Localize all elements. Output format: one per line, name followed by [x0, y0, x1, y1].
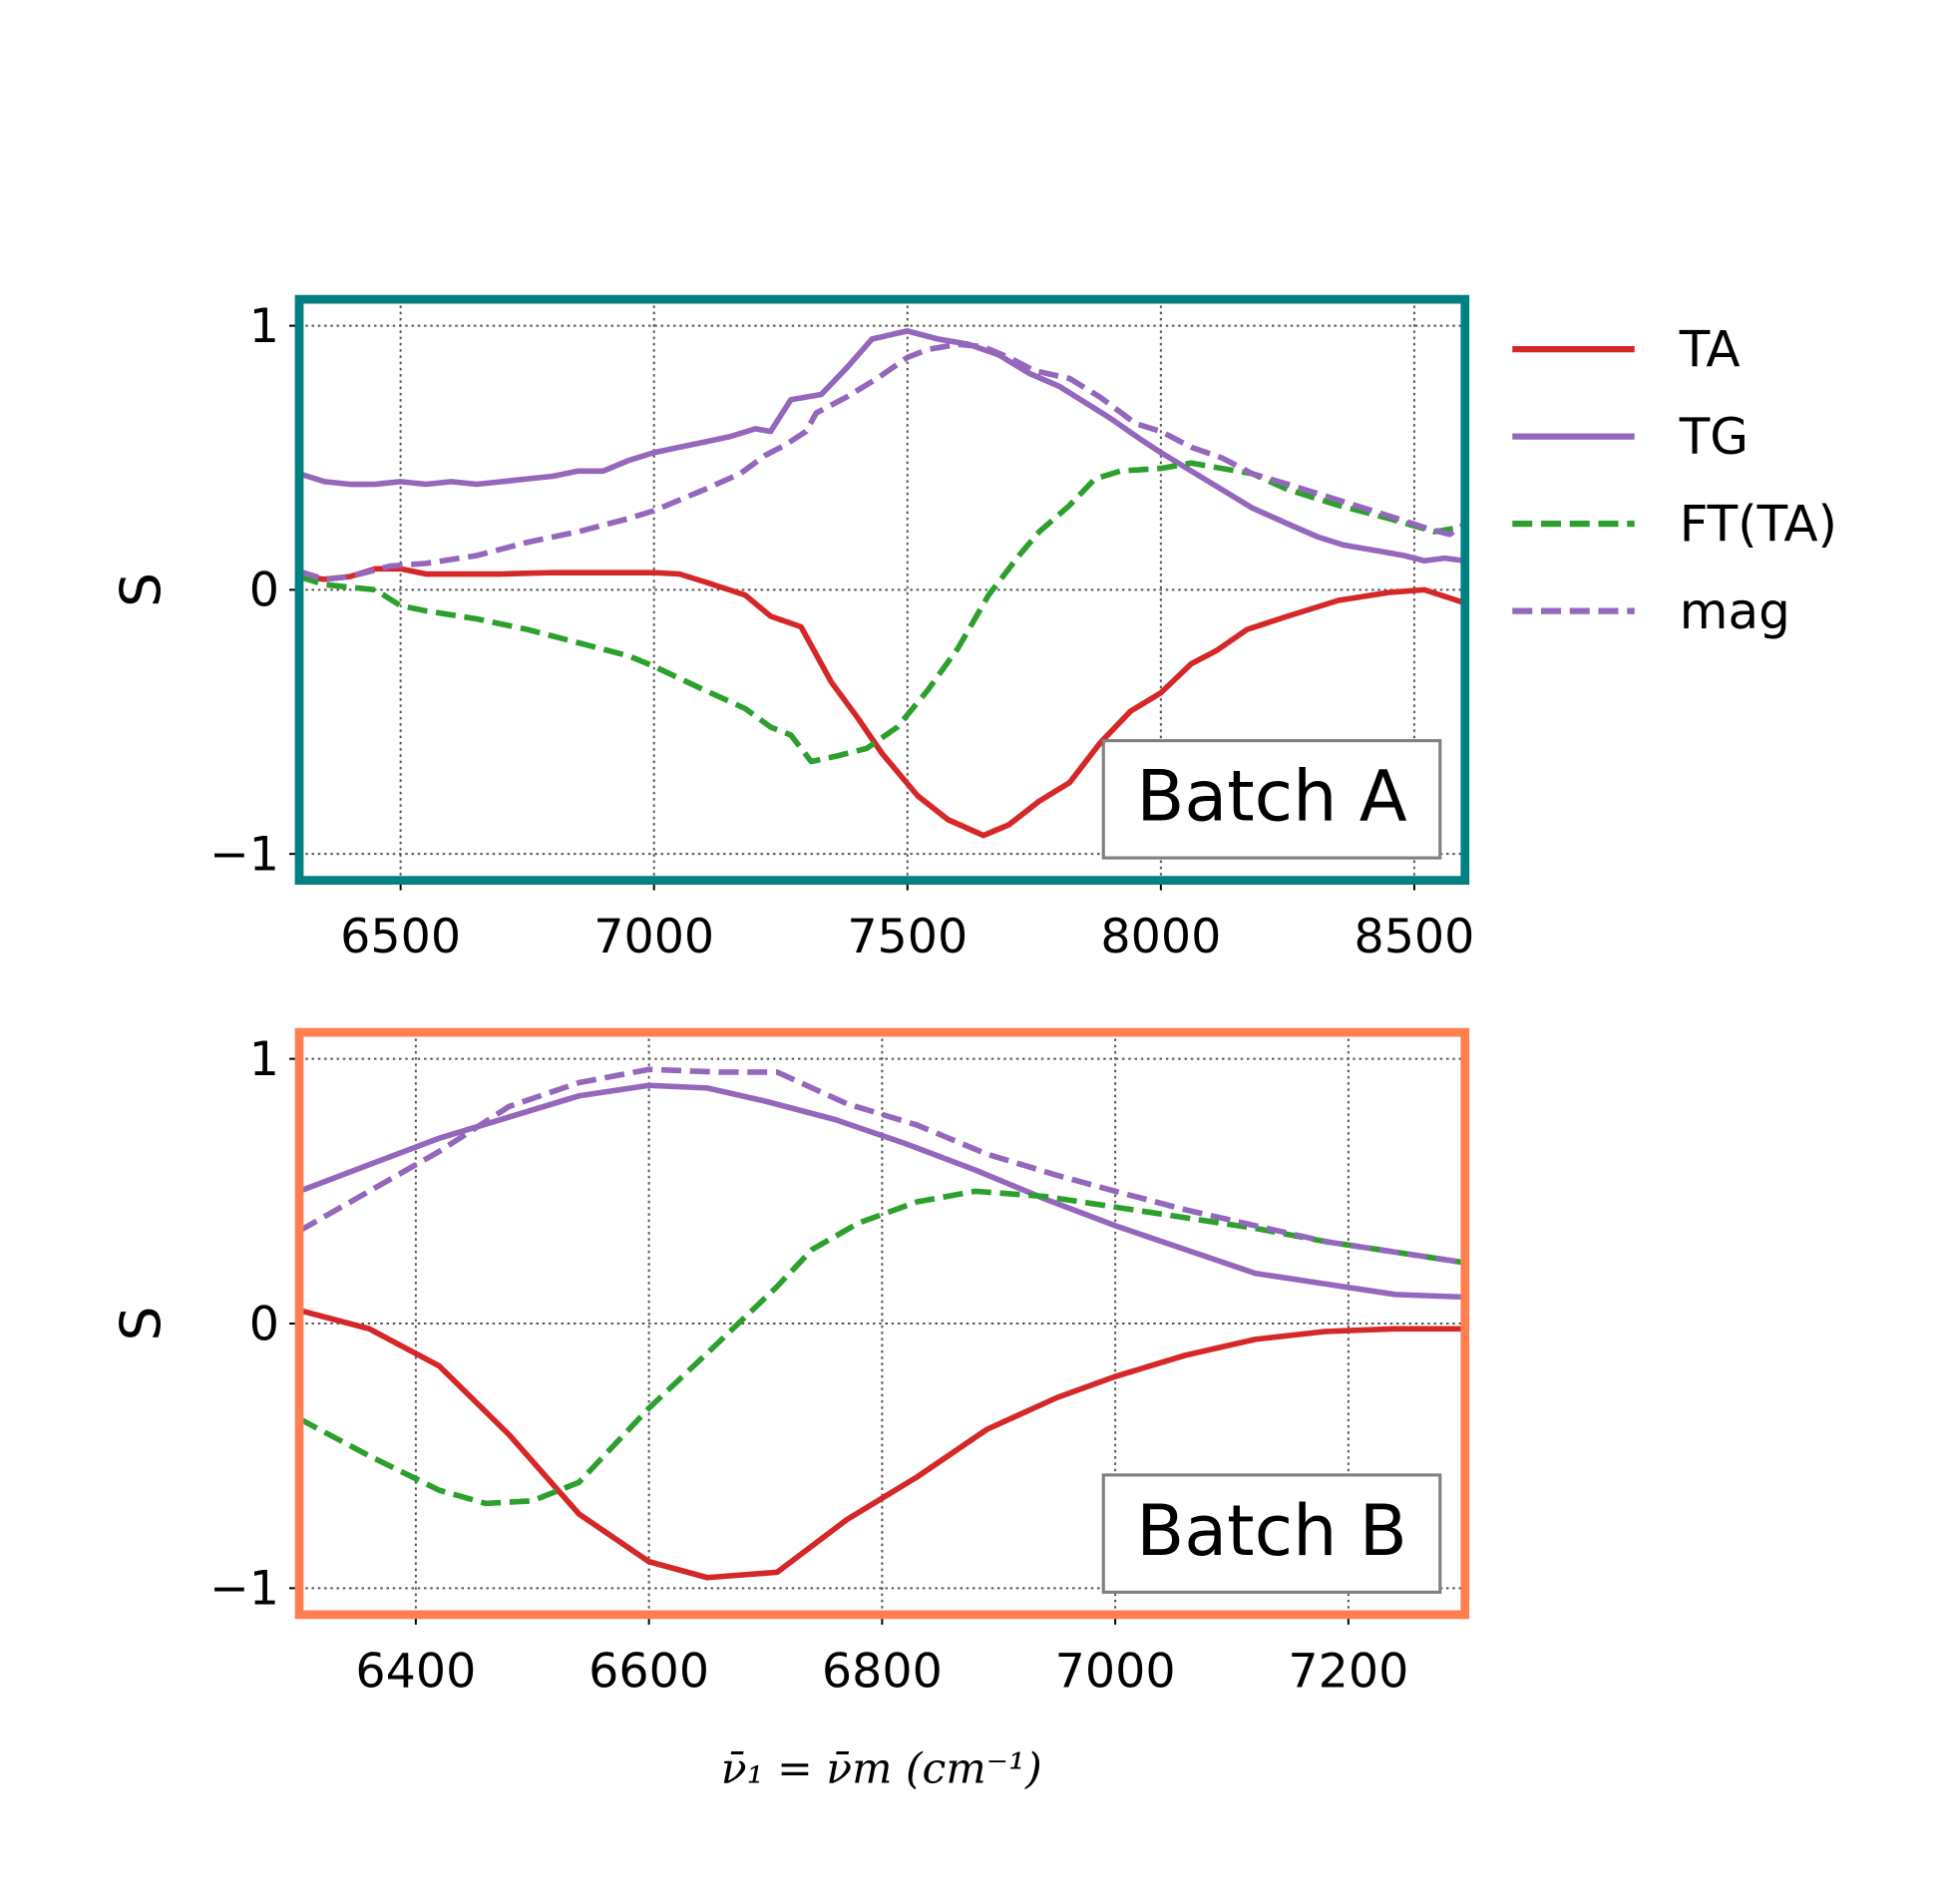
legend: TA TG FT(TA) mag	[1512, 321, 1837, 640]
x-tick-label: 8500	[1354, 910, 1474, 964]
annotation-box	[1101, 1473, 1442, 1594]
x-tick-label: 6800	[822, 1644, 943, 1699]
legend-label: TA	[1679, 321, 1741, 379]
axes-frame	[294, 1027, 1470, 1620]
y-tick-label: −1	[209, 827, 279, 882]
panel-batch-a: 6500 7000 7500 8000 8500 −1 0 1 S Batch A	[109, 294, 1474, 964]
y-tick-label: 1	[249, 299, 279, 354]
x-tick-label: 7000	[1055, 1644, 1176, 1699]
series-line-tg	[299, 1082, 1465, 1301]
legend-label: mag	[1680, 582, 1790, 640]
series-line-ftta	[299, 460, 1465, 765]
x-tick-label: 7200	[1288, 1644, 1408, 1699]
y-tick-label: 1	[249, 1032, 279, 1087]
x-tick-label: 7000	[593, 910, 714, 964]
y-tick-label: −1	[209, 1562, 279, 1617]
y-tick-label: 0	[249, 564, 279, 618]
series-line-mag	[299, 341, 1465, 582]
x-tick-label: 7500	[847, 910, 968, 964]
annotation-box	[1101, 739, 1442, 860]
series-line-ta	[299, 566, 1465, 839]
x-tick-label: 6600	[588, 1644, 709, 1699]
x-axis-label: ν̄₁ = ν̄m (cm⁻¹)	[721, 1745, 1042, 1794]
series-line-tg	[299, 328, 1465, 565]
x-tick-label: 6400	[355, 1644, 476, 1699]
series-line-mag	[299, 1066, 1465, 1266]
annotation-label: Batch A	[1136, 756, 1406, 838]
legend-label: FT(TA)	[1680, 496, 1837, 554]
series-line-ftta	[299, 1188, 1465, 1507]
y-tick-label: 0	[249, 1297, 279, 1351]
y-axis-label: S	[109, 572, 173, 607]
axes-frame	[294, 294, 1470, 885]
y-axis-label: S	[109, 1307, 173, 1341]
x-tick-label: 8000	[1100, 910, 1221, 964]
legend-label: TG	[1679, 408, 1749, 466]
annotation-label: Batch B	[1136, 1490, 1407, 1572]
series-line-ta	[299, 1308, 1465, 1581]
x-tick-label: 6500	[340, 910, 461, 964]
panel-batch-b: 6400 6600 6800 7000 7200 −1 0 1 S Batch B	[109, 1027, 1470, 1699]
